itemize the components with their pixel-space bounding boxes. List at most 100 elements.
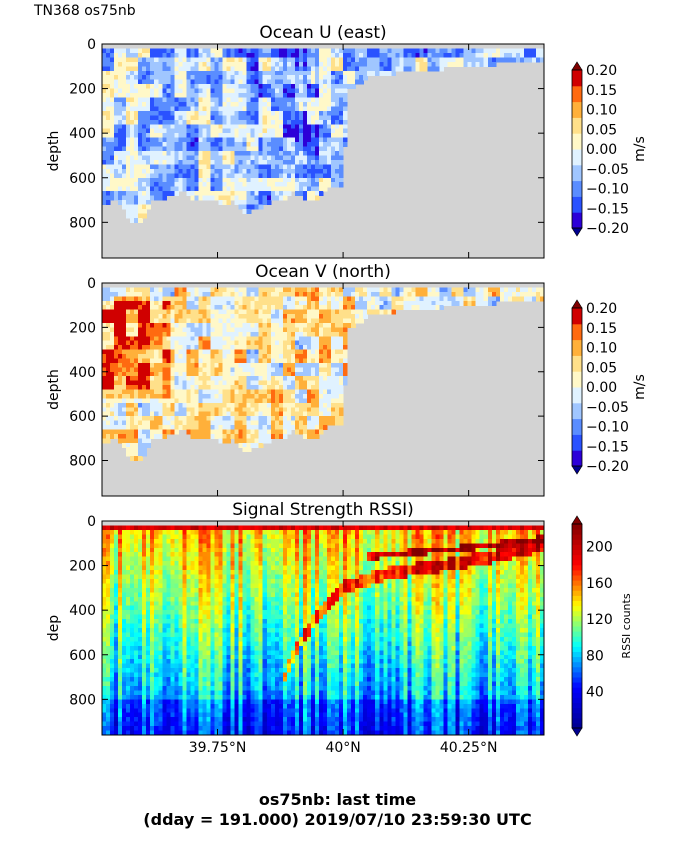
heatmap-cell bbox=[118, 115, 123, 121]
heatmap-cell bbox=[158, 398, 163, 404]
heatmap-cell bbox=[459, 300, 465, 306]
heatmap-cell bbox=[331, 300, 336, 306]
heatmap-cell bbox=[539, 52, 545, 58]
heatmap-cell bbox=[182, 300, 187, 306]
heatmap-cell bbox=[246, 101, 252, 108]
heatmap-cell bbox=[519, 48, 525, 54]
heatmap-cell bbox=[118, 556, 123, 562]
heatmap-cell bbox=[270, 340, 276, 346]
heatmap-cell bbox=[174, 425, 179, 431]
heatmap-cell bbox=[355, 305, 360, 311]
heatmap-cell bbox=[178, 398, 183, 404]
heatmap-cell bbox=[431, 305, 437, 311]
heatmap-cell bbox=[122, 66, 127, 72]
heatmap-cell bbox=[431, 52, 437, 58]
heatmap-cell bbox=[298, 97, 304, 103]
heatmap-cell bbox=[339, 115, 344, 121]
heatmap-cell bbox=[174, 345, 179, 351]
heatmap-cell bbox=[122, 543, 127, 549]
heatmap-cell bbox=[471, 52, 477, 58]
heatmap-cell bbox=[327, 371, 332, 377]
heatmap-cell bbox=[355, 75, 360, 81]
heatmap-cell bbox=[323, 407, 328, 413]
heatmap-cell bbox=[266, 128, 272, 134]
heatmap-cell bbox=[343, 336, 348, 342]
heatmap-cell bbox=[130, 93, 135, 99]
heatmap-cell bbox=[254, 358, 260, 364]
heatmap-cell bbox=[415, 287, 421, 293]
heatmap-cell bbox=[174, 336, 179, 342]
heatmap-cell bbox=[206, 371, 212, 377]
heatmap-cell bbox=[146, 88, 151, 94]
heatmap-cell bbox=[114, 84, 119, 90]
heatmap-cell bbox=[318, 354, 324, 360]
heatmap-cell bbox=[503, 287, 509, 293]
heatmap-cell bbox=[238, 195, 244, 201]
heatmap-cell bbox=[254, 336, 260, 342]
heatmap-cell bbox=[178, 119, 183, 125]
heatmap-cell bbox=[258, 331, 264, 337]
heatmap-cell bbox=[122, 614, 127, 620]
heatmap-cell bbox=[158, 385, 163, 391]
heatmap-cell bbox=[230, 186, 236, 192]
heatmap-cell bbox=[178, 416, 183, 422]
heatmap-cell bbox=[246, 124, 252, 130]
heatmap-cell bbox=[331, 318, 336, 324]
heatmap-cell bbox=[122, 433, 127, 439]
heatmap-cell bbox=[527, 291, 533, 297]
heatmap-cell bbox=[250, 336, 256, 342]
heatmap-cell bbox=[298, 398, 304, 404]
heatmap-cell bbox=[250, 128, 256, 134]
heatmap-cell bbox=[162, 106, 167, 112]
heatmap-cell bbox=[314, 354, 320, 360]
heatmap-cell bbox=[110, 155, 115, 161]
heatmap-cell bbox=[278, 309, 284, 315]
heatmap-cell bbox=[126, 345, 131, 351]
heatmap-cell bbox=[186, 300, 191, 306]
heatmap-cell bbox=[106, 133, 111, 139]
heatmap-cell bbox=[222, 345, 228, 351]
heatmap-cell bbox=[483, 296, 489, 302]
heatmap-cell bbox=[186, 106, 191, 112]
heatmap-cell bbox=[110, 685, 115, 692]
heatmap-cell bbox=[202, 305, 208, 311]
heatmap-cell bbox=[367, 287, 372, 293]
heatmap-cell bbox=[106, 142, 111, 148]
heatmap-cell bbox=[523, 52, 529, 58]
heatmap-cell bbox=[327, 402, 332, 408]
heatmap-cell bbox=[118, 601, 123, 607]
heatmap-cell bbox=[210, 79, 216, 85]
heatmap-cell bbox=[274, 186, 280, 192]
heatmap-cell bbox=[186, 115, 191, 121]
heatmap-cell bbox=[218, 367, 224, 373]
heatmap-cell bbox=[423, 305, 429, 311]
heatmap-cell bbox=[218, 362, 224, 368]
heatmap-cell bbox=[339, 128, 344, 134]
heatmap-cell bbox=[198, 191, 204, 197]
heatmap-cell bbox=[182, 345, 187, 351]
heatmap-cell bbox=[122, 420, 127, 426]
heatmap-cell bbox=[335, 318, 340, 324]
heatmap-cell bbox=[323, 305, 328, 311]
heatmap-cell bbox=[355, 79, 360, 85]
heatmap-cell bbox=[423, 291, 429, 297]
heatmap-cell bbox=[150, 287, 155, 293]
heatmap-cell bbox=[118, 583, 123, 589]
heatmap-cell bbox=[282, 433, 288, 439]
heatmap-cell bbox=[339, 349, 344, 355]
heatmap-cell bbox=[162, 425, 167, 431]
heatmap-cell bbox=[118, 66, 123, 72]
heatmap-cell bbox=[178, 371, 183, 377]
heatmap-cell bbox=[146, 309, 151, 315]
heatmap-cell bbox=[286, 119, 292, 125]
heatmap-cell bbox=[206, 411, 212, 417]
heatmap-cell bbox=[142, 416, 147, 422]
heatmap-cell bbox=[254, 416, 260, 422]
heatmap-cell bbox=[455, 296, 461, 302]
heatmap-cell bbox=[110, 677, 115, 683]
heatmap-cell bbox=[226, 84, 232, 90]
heatmap-cell bbox=[467, 57, 473, 63]
heatmap-cell bbox=[110, 538, 115, 544]
heatmap-cell bbox=[343, 142, 348, 148]
heatmap-cell bbox=[222, 340, 228, 346]
